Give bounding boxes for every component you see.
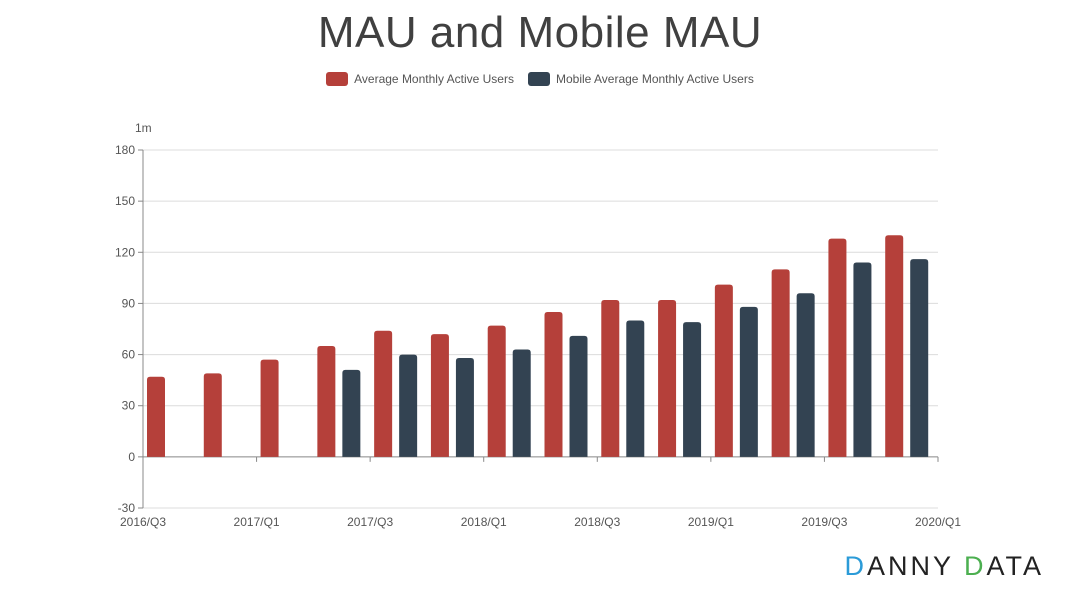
legend: Average Monthly Active Users Mobile Aver… (0, 72, 1080, 86)
legend-item-mobile-mau[interactable]: Mobile Average Monthly Active Users (527, 72, 754, 86)
bar-mau (374, 330, 393, 457)
bar-mau (601, 300, 620, 457)
bar-mobile-mau (342, 369, 361, 457)
bar-mau (771, 269, 790, 457)
bar-mau (260, 359, 279, 457)
y-unit-label: 1m (135, 121, 152, 135)
y-tick-label: 150 (115, 194, 135, 208)
x-tick-label: 2016/Q3 (120, 515, 166, 529)
chart-title: MAU and Mobile MAU (317, 8, 763, 57)
legend-swatch-mau (326, 72, 349, 86)
x-tick-label: 2018/Q3 (574, 515, 620, 529)
bar-mobile-mau (910, 259, 929, 457)
bar-mobile-mau (399, 354, 418, 457)
legend-item-mau[interactable]: Average Monthly Active Users (326, 72, 514, 86)
bar-mau (203, 373, 222, 457)
y-tick-label: -30 (118, 501, 136, 515)
x-tick-label: 2017/Q1 (234, 515, 280, 529)
bar-mobile-mau (455, 357, 474, 457)
x-tick-label: 2019/Q3 (801, 515, 847, 529)
bar-mobile-mau (569, 335, 588, 457)
bar-mau (147, 376, 165, 457)
brand-logo: DANNY DATA (844, 551, 1044, 581)
x-tick-label: 2018/Q1 (461, 515, 507, 529)
bar-mau (317, 346, 336, 457)
y-tick-label: 90 (122, 296, 136, 310)
y-tick-label: 0 (128, 450, 135, 464)
legend-swatch-mobile-mau (527, 72, 550, 86)
y-tick-label: 180 (115, 143, 135, 157)
x-tick-label: 2017/Q3 (347, 515, 393, 529)
legend-label-mobile-mau: Mobile Average Monthly Active Users (555, 72, 754, 86)
x-tick-label: 2020/Q1 (915, 515, 961, 529)
bar-mobile-mau (739, 306, 758, 457)
y-tick-label: 30 (122, 399, 136, 413)
bar-mau (544, 311, 563, 457)
bar-mobile-mau (796, 293, 815, 457)
bar-mau (658, 300, 677, 457)
bar-mau (828, 238, 847, 457)
bar-mau (885, 235, 904, 457)
bar-mobile-mau (626, 320, 645, 457)
legend-label-mau: Average Monthly Active Users (354, 72, 514, 86)
y-tick-label: 120 (115, 245, 135, 259)
bar-mobile-mau (683, 322, 702, 457)
x-tick-label: 2019/Q1 (688, 515, 734, 529)
bar-mau (430, 334, 449, 457)
bar-mau (714, 284, 733, 457)
bar-mobile-mau (512, 349, 531, 457)
y-tick-label: 60 (122, 348, 136, 362)
bar-mau (487, 325, 506, 457)
bar-mobile-mau (853, 262, 872, 457)
